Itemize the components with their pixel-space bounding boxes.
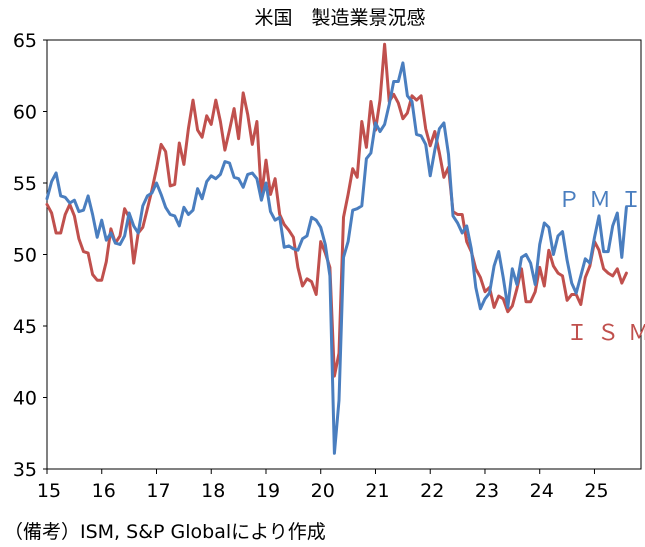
series-label-1: ＩＳＭ xyxy=(566,321,645,346)
x-tick-label: 21 xyxy=(365,480,389,502)
x-tick-label: 24 xyxy=(530,480,554,502)
series-line-1 xyxy=(45,42,628,378)
series-labels: ＰＭＩ ＩＳＭ xyxy=(558,188,645,346)
y-tick-label: 65 xyxy=(13,30,37,52)
series-line-0 xyxy=(45,61,628,455)
x-tick-label: 20 xyxy=(311,480,335,502)
x-tick-label: 18 xyxy=(201,480,225,502)
y-tick-label: 50 xyxy=(13,245,37,267)
y-tick-label: 35 xyxy=(13,459,37,481)
x-tick-label: 16 xyxy=(92,480,116,502)
x-tick-label: 17 xyxy=(146,480,170,502)
y-tick-label: 40 xyxy=(13,388,37,410)
x-axis-ticks: 15 16 17 18 19 20 21 22 23 24 25 xyxy=(37,469,609,502)
y-axis-ticks: 35 40 45 50 55 60 65 xyxy=(13,30,47,481)
y-tick-label: 45 xyxy=(13,316,37,338)
y-tick-label: 60 xyxy=(13,102,37,124)
chart-title: 米国 製造業景況感 xyxy=(254,7,425,29)
series-lines xyxy=(45,42,628,455)
series-label-0: ＰＭＩ xyxy=(558,188,645,213)
y-tick-label: 55 xyxy=(13,173,37,195)
source-note: （備考）ISM, S&P Globalにより作成 xyxy=(4,521,326,543)
x-tick-label: 19 xyxy=(256,480,280,502)
x-tick-label: 23 xyxy=(475,480,499,502)
x-tick-label: 22 xyxy=(420,480,444,502)
x-tick-label: 25 xyxy=(584,480,608,502)
x-tick-label: 15 xyxy=(37,480,61,502)
